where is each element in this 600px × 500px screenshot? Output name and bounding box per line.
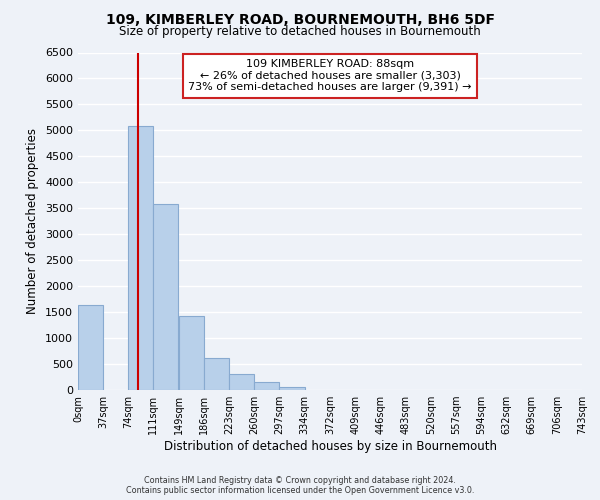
Bar [229,374,254,390]
Bar [179,316,204,390]
Bar [204,358,229,390]
Bar [78,306,103,390]
Text: Contains HM Land Registry data © Crown copyright and database right 2024.
Contai: Contains HM Land Registry data © Crown c… [126,476,474,495]
Bar [280,387,305,390]
Text: 109 KIMBERLEY ROAD: 88sqm
← 26% of detached houses are smaller (3,303)
73% of se: 109 KIMBERLEY ROAD: 88sqm ← 26% of detac… [188,59,472,92]
Bar [128,126,153,390]
Bar [153,204,178,390]
Text: Size of property relative to detached houses in Bournemouth: Size of property relative to detached ho… [119,25,481,38]
X-axis label: Distribution of detached houses by size in Bournemouth: Distribution of detached houses by size … [163,440,497,453]
Y-axis label: Number of detached properties: Number of detached properties [26,128,40,314]
Text: 109, KIMBERLEY ROAD, BOURNEMOUTH, BH6 5DF: 109, KIMBERLEY ROAD, BOURNEMOUTH, BH6 5D… [106,12,494,26]
Bar [254,382,280,390]
